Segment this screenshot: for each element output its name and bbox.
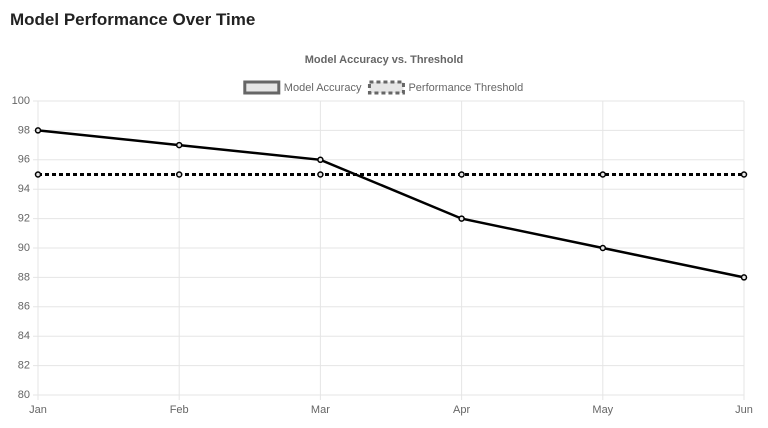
y-tick-label: 86 <box>18 301 30 313</box>
legend-swatch <box>243 80 281 95</box>
y-tick-label: 88 <box>18 271 30 283</box>
y-tick-label: 96 <box>18 154 30 166</box>
x-tick-label: Jun <box>735 404 753 416</box>
point <box>599 244 607 252</box>
x-tick-label: Jan <box>29 404 47 416</box>
point <box>599 171 607 178</box>
legend-swatch <box>367 80 405 95</box>
y-tick-label: 84 <box>18 330 30 342</box>
x-tick-label: May <box>592 404 613 416</box>
y-tick-label: 80 <box>18 389 30 401</box>
point <box>317 171 324 178</box>
x-tick-label: Mar <box>311 404 330 416</box>
point <box>458 215 465 222</box>
point <box>175 171 183 178</box>
chart-title: Model Accuracy vs. Threshold <box>305 54 464 66</box>
x-tick-label: Apr <box>453 404 470 416</box>
page-heading: Model Performance Over Time <box>10 10 256 29</box>
y-tick-label: 92 <box>18 213 30 225</box>
y-tick-label: 98 <box>18 124 30 136</box>
point <box>740 274 748 281</box>
point <box>175 141 183 149</box>
line <box>37 129 745 279</box>
y-tick-label: 94 <box>18 183 30 195</box>
x-tick-label: Feb <box>170 404 189 416</box>
point <box>458 171 465 178</box>
y-tick-label: 90 <box>18 242 30 254</box>
point <box>740 171 748 178</box>
y-tick-label: 82 <box>18 360 30 372</box>
y-tick-label: 100 <box>12 95 30 107</box>
point <box>34 171 42 178</box>
point <box>317 156 324 164</box>
legend-label: Performance Threshold <box>408 82 523 94</box>
legend-label: Model Accuracy <box>284 82 362 94</box>
point <box>34 127 42 134</box>
